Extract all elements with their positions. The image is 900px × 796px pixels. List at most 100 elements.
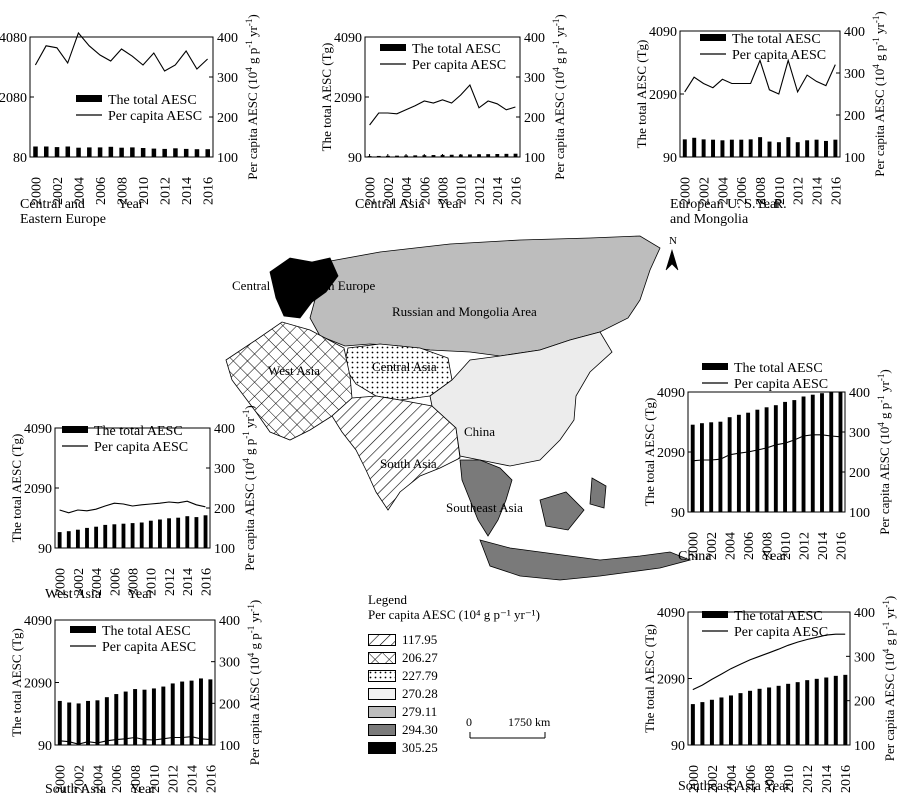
legend-total-aesc: The total AESC (94, 424, 183, 439)
bar-total-aesc (700, 423, 704, 512)
xtick-label: 2016 (204, 765, 219, 793)
xtick-label: 2012 (792, 177, 807, 205)
xtick-label: 2004 (90, 568, 105, 596)
xtick-label: 2002 (72, 568, 87, 596)
bar-total-aesc (76, 703, 81, 745)
bar-total-aesc (43, 146, 49, 157)
map-region-russia-mongolia (309, 235, 661, 357)
xtick-label: 2006 (110, 765, 125, 793)
ytick-right-label: 400 (214, 422, 235, 437)
bar-total-aesc (709, 699, 714, 745)
ytick-left-label: 90 (38, 739, 52, 754)
map-legend-swatch (368, 723, 396, 736)
map-legend-swatch (368, 669, 396, 682)
xtick-label: 2016 (199, 568, 214, 596)
map-legend-value: 279.11 (402, 703, 438, 719)
legend-total-aesc: The total AESC (734, 361, 823, 376)
bar-total-aesc (783, 401, 788, 512)
ytick-right-label: 200 (844, 109, 865, 124)
map-label-central-asia: Central Asia (372, 359, 437, 374)
map-legend-subtitle: Per capita AESC (10⁴ g p⁻¹ yr⁻¹) (368, 607, 540, 622)
bar-total-aesc (795, 682, 800, 745)
ytick-left-label: 90 (671, 506, 685, 521)
xtick-label: 2006 (94, 177, 109, 205)
bar-total-aesc (87, 147, 92, 157)
bar-total-aesc (692, 137, 697, 157)
bar-total-aesc (176, 517, 181, 548)
xtick-label: 2014 (491, 177, 506, 205)
map-legend-value: 117.95 (402, 631, 438, 647)
bar-total-aesc (757, 688, 762, 745)
map-label-west-asia: West Asia (268, 363, 320, 378)
bar-total-aesc (194, 517, 199, 548)
ytick-right-label: 100 (217, 151, 238, 166)
map-legend-item: 227.79 (368, 668, 438, 683)
ytick-left-label: 90 (38, 542, 52, 557)
xtick-label: 2014 (185, 765, 200, 793)
bar-total-aesc (718, 421, 723, 512)
bar-total-aesc (820, 393, 824, 512)
map-region-china (429, 331, 613, 467)
bar-total-aesc (801, 396, 806, 512)
xlabel: Year (118, 197, 144, 212)
xtick-label: 2012 (473, 177, 488, 205)
bar-total-aesc (700, 702, 705, 745)
ytick-right-label: 300 (214, 462, 235, 477)
map-legend-item: 294.30 (368, 722, 438, 737)
map-label-south-asia: South Asia (380, 456, 437, 471)
bar-total-aesc (720, 140, 725, 157)
xlabel: Year (130, 782, 156, 796)
ytick-right-label: 200 (217, 111, 238, 126)
legend-per-capita-aesc: Per capita AESC (102, 640, 196, 655)
ytick-right-label: 200 (219, 697, 240, 712)
bar-total-aesc (108, 146, 114, 157)
xtick-label: 2004 (400, 177, 415, 205)
map-legend-swatch (368, 705, 396, 718)
chart-european-u-s-s-r-and-mongolia: 90 2090 4090 100 200 300 400 2000 2002 2004 2006 20… (634, 11, 887, 227)
ytick-right-label: 200 (849, 466, 870, 481)
bar-total-aesc (786, 137, 791, 157)
legend-per-capita-aesc: Per capita AESC (734, 625, 828, 640)
bar-total-aesc (103, 524, 108, 548)
map-label-central-eastern-europe: Central and Eastern Europe (232, 278, 376, 293)
ytick-right-label: 400 (217, 31, 238, 46)
bar-total-aesc (185, 516, 190, 548)
bar-total-aesc (829, 392, 834, 512)
xtick-label: 2016 (509, 177, 524, 205)
legend-total-aesc: The total AESC (732, 32, 821, 47)
legend-total-aesc: The total AESC (102, 624, 191, 639)
map-region-southeast-asia (459, 459, 513, 537)
bar-total-aesc (170, 683, 175, 745)
xtick-label: 2004 (72, 177, 87, 205)
scale-bar-icon (469, 732, 546, 739)
bar-total-aesc (728, 695, 733, 745)
bar-total-aesc (824, 140, 828, 157)
bar-total-aesc (690, 424, 695, 512)
xlabel: Year (127, 587, 153, 602)
bar-total-aesc (764, 407, 769, 512)
map-legend-value: 270.28 (402, 685, 438, 701)
ytick-right-label: 300 (849, 426, 870, 441)
xtick-label: 2008 (763, 765, 778, 793)
map-label-southeast-asia: Southeast Asia (446, 500, 523, 515)
bar-total-aesc (748, 690, 753, 745)
legend-swatch-bar (62, 426, 88, 433)
xtick-label: 2010 (773, 177, 788, 205)
xtick-label: 2014 (810, 177, 825, 205)
bar-total-aesc (167, 518, 171, 548)
bar-total-aesc (162, 148, 167, 157)
ylabel-right: Per capita AESC (104 g p-1 yr-1) (241, 405, 257, 570)
map-region-southeast-asia-islands (479, 539, 692, 581)
bar-total-aesc (57, 700, 62, 745)
ylabel-left: The total AESC (Tg) (9, 434, 24, 543)
xtick-label: 2006 (744, 765, 759, 793)
ytick-right-label: 400 (854, 606, 875, 621)
bar-total-aesc (711, 139, 716, 157)
bar-total-aesc (123, 691, 128, 745)
xtick-label: 2008 (129, 765, 144, 793)
xtick-label: 2010 (782, 765, 797, 793)
ytick-left-label: 4090 (649, 25, 677, 40)
xtick-label: 2000 (679, 177, 694, 205)
bar-total-aesc (151, 688, 156, 745)
